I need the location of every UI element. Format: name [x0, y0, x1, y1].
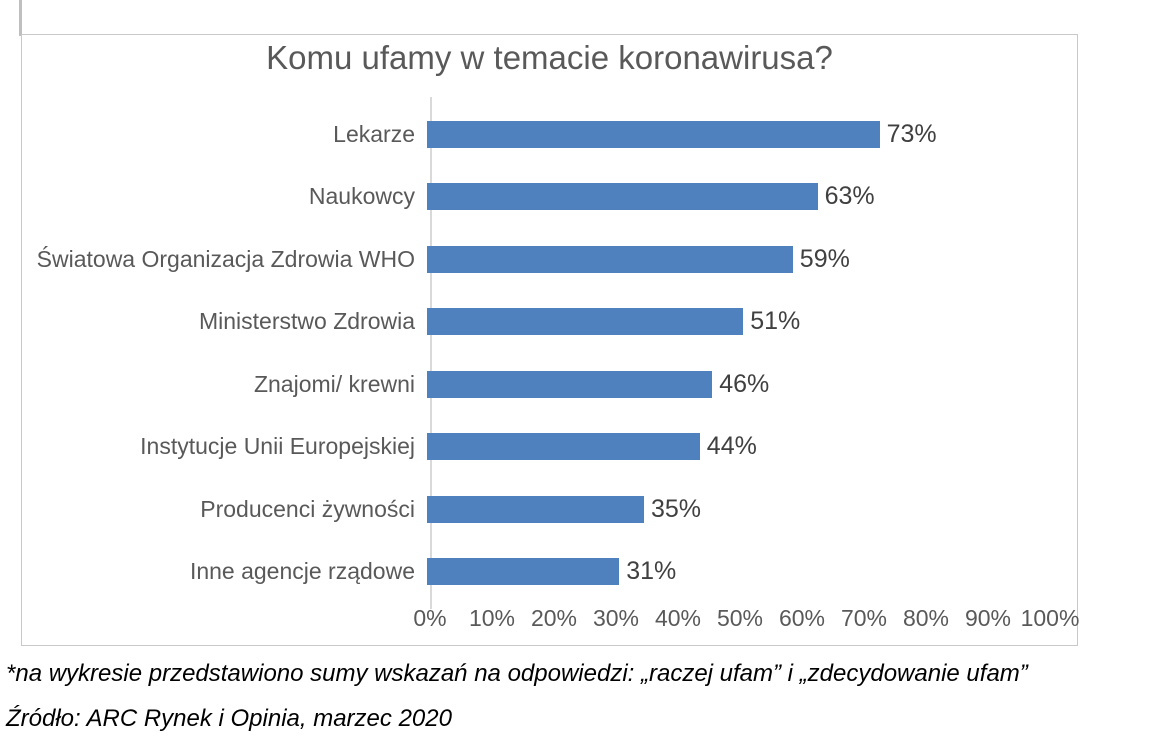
x-tick-label: 60% — [778, 605, 826, 631]
bar-row: Inne agencje rządowe 31% — [22, 541, 1079, 604]
bar-zone: 31% — [427, 541, 1079, 604]
bar-zone: 44% — [427, 416, 1079, 479]
bar-row: Lekarze 73% — [22, 103, 1079, 166]
value-axis-line — [430, 97, 432, 609]
x-tick-label: 50% — [716, 605, 764, 631]
bar-value-label: 35% — [651, 494, 702, 523]
category-label: Światowa Organizacja Zdrowia WHO — [36, 245, 415, 272]
bar[interactable] — [427, 245, 793, 273]
x-tick-label: 10% — [468, 605, 516, 631]
bar-value-label: 44% — [706, 432, 757, 461]
bar-zone: 35% — [427, 478, 1079, 541]
bar[interactable] — [427, 370, 713, 398]
category-label: Naukowcy — [308, 183, 415, 210]
category-label: Instytucje Unii Europejskiej — [140, 433, 415, 460]
x-tick-label: 40% — [654, 605, 702, 631]
bar-value-label: 51% — [750, 307, 801, 336]
x-tick-label: 30% — [592, 605, 640, 631]
category-label: Producenci żywności — [200, 495, 415, 522]
x-tick-label: 20% — [530, 605, 578, 631]
bar[interactable] — [427, 558, 620, 586]
bar[interactable] — [427, 120, 880, 148]
bar-row: Ministerstwo Zdrowia 51% — [22, 291, 1079, 354]
chart-frame: Komu ufamy w temacie koronawirusa? Lekar… — [21, 34, 1079, 646]
bar-value-label: 46% — [719, 369, 770, 398]
x-tick-label: 80% — [902, 605, 950, 631]
category-label: Inne agencje rządowe — [189, 558, 415, 585]
x-tick-label: 0% — [413, 605, 447, 631]
bar[interactable] — [427, 495, 644, 523]
footnotes: *na wykresie przedstawiono sumy wskazań … — [6, 662, 1166, 731]
bar-row: Instytucje Unii Europejskiej 44% — [22, 416, 1079, 479]
bar-zone: 46% — [427, 353, 1079, 416]
bar[interactable] — [427, 308, 744, 336]
slide-accent-tick — [19, 0, 22, 36]
bar-row: Znajomi/ krewni 46% — [22, 353, 1079, 416]
bar-value-label: 73% — [886, 119, 937, 148]
footnote-source: Źródło: ARC Rynek i Opinia, marzec 2020 — [6, 705, 452, 732]
plot-area: Lekarze 73% Naukowcy 63% Światowa Organi… — [22, 103, 1079, 603]
bar-row: Producenci żywności 35% — [22, 478, 1079, 541]
bar[interactable] — [427, 433, 700, 461]
category-label: Znajomi/ krewni — [253, 370, 415, 397]
bar[interactable] — [427, 183, 818, 211]
bar-zone: 73% — [427, 103, 1079, 166]
x-tick-label: 70% — [840, 605, 888, 631]
bar-zone: 59% — [427, 228, 1079, 291]
footnote-note: *na wykresie przedstawiono sumy wskazań … — [6, 660, 1028, 687]
bar-zone: 63% — [427, 166, 1079, 229]
category-label: Lekarze — [333, 120, 415, 147]
bar-row: Naukowcy 63% — [22, 166, 1079, 229]
x-tick-label: 90% — [964, 605, 1012, 631]
bar-zone: 51% — [427, 291, 1079, 354]
x-axis-tick-labels: 0% 10% 20% 30% 40% 50% 60% 70% 80% 90% 100% — [413, 605, 1079, 641]
bar-value-label: 63% — [824, 182, 875, 211]
x-tick-label: 100% — [1020, 605, 1080, 631]
chart-title: Komu ufamy w temacie koronawirusa? — [266, 39, 833, 76]
bar-row: Światowa Organizacja Zdrowia WHO 59% — [22, 228, 1079, 291]
category-label: Ministerstwo Zdrowia — [199, 308, 415, 335]
bar-value-label: 31% — [626, 557, 677, 586]
bar-value-label: 59% — [799, 244, 850, 273]
